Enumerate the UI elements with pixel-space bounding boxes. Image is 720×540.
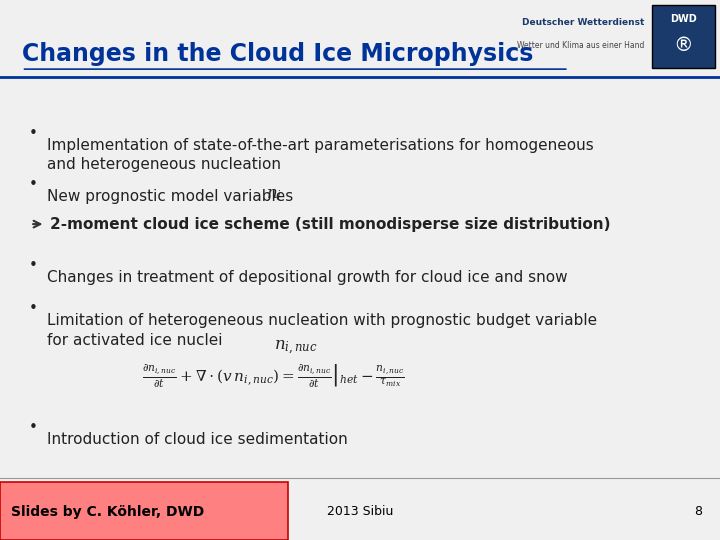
FancyBboxPatch shape [652, 5, 715, 68]
Text: Changes in treatment of depositional growth for cloud ice and snow: Changes in treatment of depositional gro… [47, 270, 567, 285]
Text: 8: 8 [694, 505, 702, 518]
Text: $\frac{\partial n_{i,nuc}}{\partial t} + \nabla \cdot (v\, n_{i,nuc}) = \left.\f: $\frac{\partial n_{i,nuc}}{\partial t} +… [142, 362, 405, 389]
Text: Deutscher Wetterdienst: Deutscher Wetterdienst [522, 18, 644, 28]
Text: 2013 Sibiu: 2013 Sibiu [327, 505, 393, 518]
Text: •: • [29, 301, 37, 316]
Text: Changes in the Cloud Ice Microphysics: Changes in the Cloud Ice Microphysics [22, 42, 533, 66]
Text: 2-moment cloud ice scheme (still monodisperse size distribution): 2-moment cloud ice scheme (still monodis… [50, 217, 611, 232]
Text: •: • [29, 177, 37, 192]
Text: Implementation of state-of-the-art parameterisations for homogeneous
and heterog: Implementation of state-of-the-art param… [47, 138, 593, 172]
Text: Slides by C. Köhler, DWD: Slides by C. Köhler, DWD [11, 505, 204, 519]
Text: Wetter und Klima aus einer Hand: Wetter und Klima aus einer Hand [517, 41, 644, 50]
FancyBboxPatch shape [0, 482, 288, 540]
Text: Introduction of cloud ice sedimentation: Introduction of cloud ice sedimentation [47, 432, 348, 447]
Text: $n_i$: $n_i$ [266, 185, 282, 202]
Text: $n_{i,nuc}$: $n_{i,nuc}$ [274, 339, 318, 357]
Text: •: • [29, 126, 37, 141]
Text: ®: ® [673, 36, 693, 55]
Text: Limitation of heterogeneous nucleation with prognostic budget variable
for activ: Limitation of heterogeneous nucleation w… [47, 313, 597, 348]
Text: •: • [29, 420, 37, 435]
Text: •: • [29, 258, 37, 273]
Text: DWD: DWD [670, 14, 697, 24]
Text: New prognostic model variables: New prognostic model variables [47, 189, 298, 204]
